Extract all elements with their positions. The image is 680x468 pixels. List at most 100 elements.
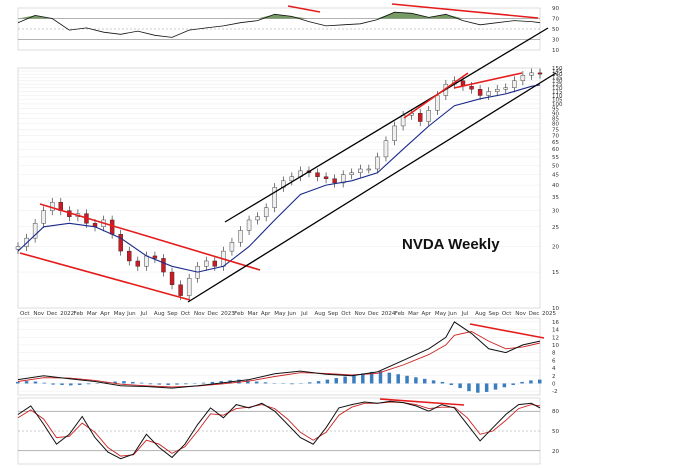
x-tick-label: Mar: [87, 311, 98, 317]
x-tick-label: Mar: [408, 311, 419, 317]
candle-body: [289, 176, 295, 182]
macd-histogram-bar: [440, 381, 445, 384]
macd-histogram-bar: [467, 383, 471, 392]
macd-histogram-bar: [316, 381, 321, 384]
price-tick-label: 30: [552, 209, 559, 215]
candle-body: [204, 260, 209, 267]
macd-histogram-bar: [263, 382, 268, 384]
macd-tick-label: 12: [552, 335, 559, 341]
candle-body: [118, 233, 123, 252]
macd-line: [17, 321, 541, 389]
candle-body: [323, 176, 329, 179]
candle-body: [255, 216, 260, 221]
x-tick-label: Dec: [368, 311, 379, 317]
x-tick-label: Aug: [314, 311, 325, 317]
candle-body: [15, 246, 21, 250]
macd-histogram-bar: [77, 383, 82, 385]
macd-tick-label: 10: [552, 343, 559, 349]
candle-body: [512, 80, 517, 88]
candle-body: [109, 219, 115, 235]
candle-body: [375, 156, 380, 170]
rsi-panel: 90 70 50 30 10: [17, 3, 559, 54]
price-tick-label: 85: [552, 116, 559, 122]
candle-body: [417, 113, 423, 122]
rsi-tick-label: 50: [552, 27, 559, 33]
candle-body: [366, 168, 372, 171]
price-tick-label: 105: [552, 98, 563, 104]
candle-body: [469, 86, 474, 90]
macd-histogram-bar: [139, 382, 144, 384]
macd-histogram-bar: [237, 379, 241, 384]
candle-body: [477, 89, 483, 96]
x-tick-label: May: [114, 311, 126, 317]
x-tick-label: Oct: [20, 311, 30, 317]
candle-body: [315, 172, 320, 177]
x-tick-label: May: [274, 311, 286, 317]
x-tick-label: Sep: [328, 311, 339, 317]
x-tick-label: Apr: [422, 311, 432, 317]
macd-divergence-line: [469, 323, 545, 339]
candle-body: [529, 72, 534, 76]
x-tick-label: Sep: [167, 311, 178, 317]
x-tick-label: 2024: [381, 311, 395, 317]
candle-body: [332, 178, 337, 184]
macd-histogram-bar: [538, 379, 542, 384]
candle-body: [383, 140, 389, 158]
candle-body: [127, 250, 132, 262]
candle-body: [32, 223, 38, 239]
price-tick-label: 125: [552, 82, 563, 88]
candle-body: [426, 110, 431, 122]
x-tick-label: Jul: [139, 311, 147, 317]
x-tick-label: May: [435, 311, 447, 317]
macd-histogram-bar: [86, 383, 91, 385]
candle-body: [340, 174, 346, 184]
uptrend-channel-upper: [224, 27, 549, 223]
macd-histogram-bar: [175, 383, 179, 385]
x-tick-label: Jul: [461, 311, 469, 317]
x-tick-label: Dec: [47, 311, 58, 317]
rsi-tick-label: 90: [552, 6, 559, 12]
macd-histogram-bar: [361, 373, 365, 384]
price-tick-label: 95: [552, 106, 559, 112]
candle-body: [144, 255, 149, 267]
stoch-tick-label: 50: [552, 429, 559, 435]
macd-histogram-bar: [449, 383, 454, 385]
candle-body: [246, 219, 252, 231]
x-tick-label: 2022: [60, 311, 74, 317]
macd-histogram-bar: [520, 381, 524, 384]
price-tick-label: 100: [552, 102, 563, 108]
stoch-tick-label: 20: [552, 449, 559, 455]
x-tick-label: Apr: [261, 311, 271, 317]
candle-body: [238, 230, 243, 243]
candle-body: [358, 168, 363, 173]
price-tick-label: 115: [552, 90, 563, 96]
candle-body: [50, 201, 55, 211]
macd-histogram-bar: [396, 374, 400, 384]
price-tick-label: 40: [552, 183, 559, 189]
chart-title: NVDA Weekly: [402, 236, 500, 253]
price-panel: 1015202530354045505560657075808590951001…: [15, 27, 563, 317]
macd-frame: [17, 317, 541, 396]
macd-histogram-bar: [511, 383, 515, 385]
rsi-tick-label: 10: [552, 48, 559, 54]
candle-body: [263, 207, 269, 217]
macd-histogram-bar: [33, 381, 38, 384]
price-tick-label: 15: [552, 270, 559, 276]
rsi-divergence-line: [391, 3, 539, 19]
macd-histogram-bar: [246, 380, 250, 384]
price-tick-label: 150: [552, 66, 563, 72]
macd-histogram-bar: [352, 374, 356, 384]
x-tick-label: 2023: [221, 311, 235, 317]
macd-tick-label: 6: [552, 358, 556, 364]
macd-histogram-bar: [493, 383, 498, 390]
macd-histogram-bar: [51, 383, 55, 385]
macd-histogram-bar: [387, 372, 392, 384]
x-tick-label: Dec: [207, 311, 218, 317]
macd-tick-label: 0: [552, 381, 556, 387]
x-tick-label: Mar: [248, 311, 259, 317]
macd-tick-label: -2: [552, 389, 557, 395]
candle-body: [169, 271, 175, 285]
candle-body: [161, 258, 166, 273]
macd-histogram-bar: [484, 383, 489, 392]
price-tick-label: 25: [552, 225, 559, 231]
